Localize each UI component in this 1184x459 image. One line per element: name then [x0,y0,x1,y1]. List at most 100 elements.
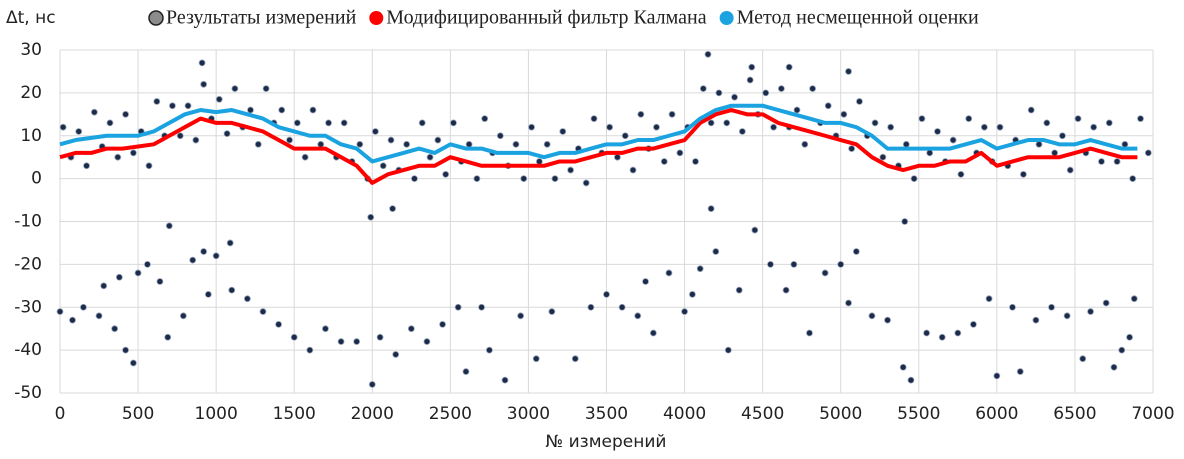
point [567,166,574,174]
y-tick-label: 20 [20,83,42,103]
point [403,140,411,148]
point [1059,132,1066,140]
point [688,290,696,298]
x-tick-label: 1500 [273,404,316,424]
legend-marker [719,11,734,25]
point [90,108,98,116]
x-tick-label: 4000 [663,404,706,424]
legend-marker [369,11,384,25]
point [156,278,164,285]
point [785,63,793,71]
point [868,312,876,320]
point [212,252,220,260]
point [1137,115,1144,122]
point [80,303,87,311]
point [801,140,809,148]
point [153,98,161,105]
point [1102,299,1110,307]
point [454,303,462,311]
point [1087,308,1094,315]
point [387,136,395,144]
legend-label: Результаты измерений [166,7,357,29]
point [1130,295,1138,303]
point [496,132,504,140]
point [1035,140,1043,148]
point [856,98,863,105]
point [1020,170,1027,178]
point [938,333,946,341]
point [473,175,481,183]
point [707,119,715,127]
point [1113,158,1121,165]
point [1129,175,1137,183]
y-tick-label: 30 [20,40,42,60]
point [426,153,434,161]
point [840,110,848,118]
point [286,136,293,144]
point [512,140,520,148]
point [637,110,645,118]
point [1043,119,1051,127]
point [809,85,817,92]
y-tick-label: 10 [20,126,42,146]
y-tick-label: -10 [14,212,42,232]
point [179,312,187,320]
point [485,346,493,354]
point [1118,346,1126,354]
point [192,136,200,144]
point [144,260,151,268]
point [290,333,298,341]
point [247,106,254,114]
point [735,286,743,294]
point [879,153,887,161]
point [317,140,325,148]
point [56,308,64,315]
y-tick-label: -30 [14,297,42,317]
point [115,273,123,281]
x-tick-label: 500 [122,404,154,424]
point [887,123,895,131]
point [848,145,856,153]
point [782,286,790,294]
point [724,346,732,354]
point [1048,303,1055,311]
point [478,303,485,311]
point [129,359,137,367]
point [532,355,540,363]
legend-marker [148,10,164,26]
point [965,115,973,122]
point [723,119,731,127]
point [603,290,610,298]
point [790,260,798,268]
point [957,170,965,178]
x-tick-label: 2000 [351,404,394,424]
point [356,140,364,148]
point [517,312,525,320]
point [707,205,715,213]
series-line [59,108,1138,185]
point [278,106,286,114]
point [824,102,832,110]
point [322,325,329,333]
point [934,128,941,135]
x-tick-label: 5500 [897,404,940,424]
point [704,50,712,58]
point [902,140,910,148]
point [1074,115,1082,122]
point [231,85,239,92]
point [372,128,379,135]
y-tick-label: -50 [14,383,42,403]
point [621,132,629,140]
point [571,355,579,363]
point [353,338,361,345]
point [411,175,418,183]
point [198,59,206,67]
point [696,265,704,273]
point [423,338,431,345]
point [301,153,309,161]
point [806,329,813,337]
point [587,303,595,311]
point [1121,140,1129,148]
point [1098,158,1105,165]
